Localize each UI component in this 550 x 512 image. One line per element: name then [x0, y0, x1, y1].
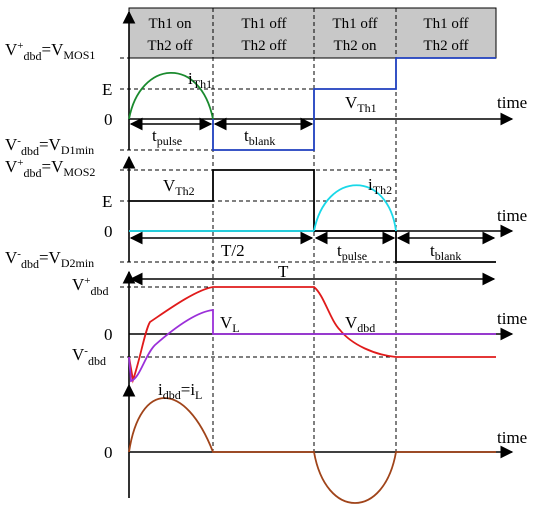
idbd-waveform	[128, 397, 496, 504]
period-label: T	[278, 262, 289, 281]
phase-header: Th1 on Th2 off Th1 off Th2 off Th1 off T…	[128, 7, 497, 59]
phase-header-band	[128, 7, 497, 59]
panel3-vminus-label: V-dbd	[72, 345, 106, 368]
tblank-label-2: tblank	[430, 241, 461, 263]
half-period-label: T/2	[221, 241, 245, 260]
tpulse-label-2: tpulse	[337, 241, 367, 263]
vth2-waveform	[129, 169, 496, 263]
phase-4-line1: Th1 off	[423, 16, 468, 32]
panel-2: V+dbd=VMOS2 E 0 V-dbd=VD2min time VTh2 i…	[5, 155, 527, 271]
ith2-waveform	[313, 184, 397, 232]
vl-label: VL	[220, 313, 240, 335]
phase-1-line2: Th2 off	[147, 38, 192, 54]
panel1-d1min-label: V-dbd=VD1min	[5, 135, 94, 158]
panel1-e-label: E	[102, 80, 112, 99]
tpulse-label-1: tpulse	[152, 126, 182, 148]
idbd-label: idbd=iL	[158, 380, 202, 402]
panel-4: 0 time idbd=iL	[104, 380, 527, 504]
vth1-waveform	[212, 57, 496, 151]
panel3-vplus-label: V+dbd	[72, 275, 109, 298]
panel1-zero-label: 0	[104, 110, 113, 129]
panel2-d2min-label: V-dbd=VD2min	[5, 248, 94, 271]
phase-1-line1: Th1 on	[149, 16, 192, 32]
tblank-label-1: tblank	[244, 126, 275, 148]
panel3-time-label: time	[497, 309, 527, 328]
panel-1: V+dbd=VMOS1 E 0 V-dbd=VD1min time iTh1 V…	[5, 10, 527, 158]
phase-3-line2: Th2 on	[334, 38, 377, 54]
panel2-vmos2-label: V+dbd=VMOS2	[5, 157, 95, 180]
ith1-waveform	[128, 71, 214, 120]
ith2-label: iTh2	[368, 175, 392, 197]
panel2-time-label: time	[497, 206, 527, 225]
panel3-zero-label: 0	[104, 325, 113, 344]
vl-waveform	[128, 308, 496, 383]
panel1-time-label: time	[497, 93, 527, 112]
vth2-label: VTh2	[163, 176, 195, 198]
panel2-e-label: E	[102, 192, 112, 211]
phase-3-line1: Th1 off	[332, 16, 377, 32]
panel-3: T V+dbd 0 V-dbd time VL Vdbd	[72, 262, 527, 385]
panel1-vmos1-label: V+dbd=VMOS1	[5, 40, 95, 63]
ith1-label: iTh1	[188, 69, 212, 91]
phase-4-line2: Th2 off	[423, 38, 468, 54]
vdbd-waveform	[128, 286, 496, 384]
panel2-zero-label: 0	[104, 222, 113, 241]
phase-2-line1: Th1 off	[241, 16, 286, 32]
vdbd-label: Vdbd	[345, 313, 375, 335]
phase-2-line2: Th2 off	[241, 38, 286, 54]
panel4-time-label: time	[497, 428, 527, 447]
vth1-label: VTh1	[345, 93, 377, 115]
panel4-zero-label: 0	[104, 443, 113, 462]
phase-boundaries	[212, 8, 397, 452]
